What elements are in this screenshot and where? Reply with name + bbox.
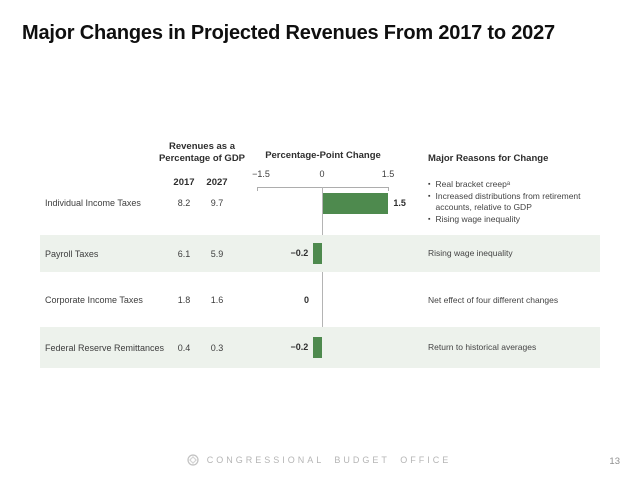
- bullet-icon: ▪: [428, 193, 431, 200]
- page-number: 13: [609, 456, 620, 467]
- year-header-2027: 2027: [206, 177, 228, 188]
- reasons-column-header: Major Reasons for Change: [428, 153, 549, 164]
- change-value-label: 0: [303, 295, 309, 305]
- reason-text: Real bracket creepᵃ: [435, 179, 510, 189]
- change-value-label: −0.2: [290, 342, 309, 352]
- table-row: Payroll Taxes 6.1 5.9 −0.2 Rising wage i…: [0, 235, 638, 272]
- change-value-label: −0.2: [290, 248, 309, 258]
- reasons-cell: Rising wage inequality: [428, 235, 603, 272]
- gdp-column-header: Revenues as a Percentage of GDP: [150, 141, 254, 165]
- change-bar: [323, 193, 389, 214]
- reason-item: ▪ Rising wage inequality: [428, 214, 603, 225]
- gdp-header-line1: Revenues as a: [168, 141, 235, 152]
- change-value-label: 1.5: [393, 198, 406, 208]
- bullet-icon: ▪: [428, 216, 431, 223]
- footer-org-name: CONGRESSIONAL BUDGET OFFICE: [206, 455, 452, 465]
- reason-text: Rising wage inequality: [435, 214, 521, 224]
- page-title: Major Changes in Projected Revenues From…: [22, 22, 555, 44]
- axis-title: Percentage-Point Change: [265, 150, 381, 161]
- change-bar: [313, 337, 322, 358]
- reason-text: Return to historical averages: [428, 342, 537, 352]
- table-row: Individual Income Taxes 8.2 9.7 1.5 ▪ Rea…: [0, 179, 638, 224]
- value-2017: 0.4: [177, 342, 191, 353]
- reason-text: Net effect of four different changes: [428, 294, 559, 305]
- footer: CONGRESSIONAL BUDGET OFFICE: [0, 454, 638, 466]
- value-2017: 1.8: [177, 295, 191, 305]
- gdp-header-line2: Percentage of GDP: [158, 153, 246, 164]
- reasons-cell: Return to historical averages: [428, 327, 603, 368]
- value-2027: 0.3: [210, 342, 224, 353]
- cbo-seal-icon: [187, 454, 199, 466]
- bullet-icon: ▪: [428, 181, 431, 188]
- axis-tick: [257, 187, 258, 191]
- change-bar: [313, 243, 322, 264]
- axis-tick: [388, 187, 389, 191]
- row-label: Individual Income Taxes: [45, 198, 141, 208]
- table-row: Corporate Income Taxes 1.8 1.6 0 Net eff…: [0, 281, 638, 319]
- year-header-2017: 2017: [173, 177, 195, 188]
- row-label: Corporate Income Taxes: [45, 295, 143, 305]
- reason-item: ▪ Increased distributions from retirement…: [428, 191, 603, 213]
- row-label: Payroll Taxes: [45, 248, 99, 259]
- axis-tick-label-min: −1.5: [252, 169, 270, 179]
- value-2027: 1.6: [210, 295, 224, 305]
- reasons-cell: Net effect of four different changes: [428, 281, 603, 319]
- reason-item: ▪ Real bracket creepᵃ: [428, 179, 603, 190]
- value-2017: 8.2: [177, 198, 191, 208]
- axis-tick-label-max: 1.5: [381, 169, 395, 179]
- reason-text: Increased distributions from retirement …: [435, 191, 581, 212]
- value-2027: 5.9: [210, 248, 224, 259]
- row-label: Federal Reserve Remittances: [45, 342, 165, 353]
- value-2027: 9.7: [210, 198, 224, 208]
- reason-text: Rising wage inequality: [428, 248, 513, 258]
- reasons-cell: ▪ Real bracket creepᵃ ▪ Increased distribut…: [428, 179, 603, 226]
- zero-gridline: [322, 187, 323, 368]
- value-2017: 6.1: [177, 248, 191, 259]
- axis-line: [257, 187, 389, 188]
- axis-tick-label-zero: 0: [319, 169, 325, 179]
- table-row: Federal Reserve Remittances 0.4 0.3 −0.2…: [0, 327, 638, 368]
